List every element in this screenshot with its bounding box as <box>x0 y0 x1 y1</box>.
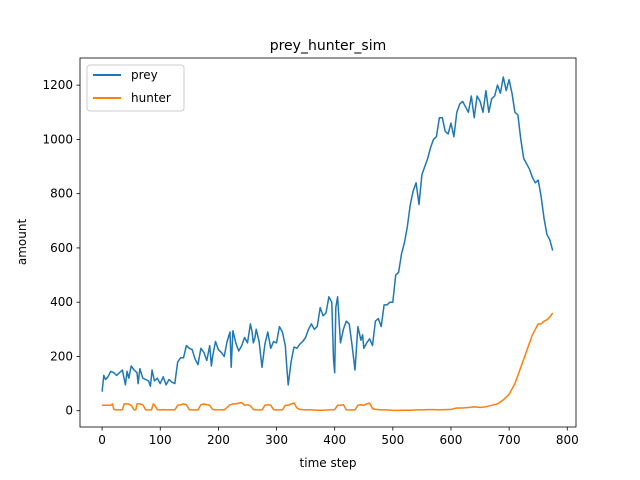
x-tick-label: 800 <box>556 433 579 447</box>
plot-frame <box>79 57 577 428</box>
y-tick-label: 200 <box>50 349 73 363</box>
y-tick-label: 1000 <box>42 132 73 146</box>
x-axis: 0 100 200 300 400 500 600 700 800 <box>98 427 579 447</box>
legend-box <box>86 64 185 112</box>
legend-label-hunter: hunter <box>131 91 171 105</box>
chart-title: prey_hunter_sim <box>270 38 387 54</box>
legend-label-prey: prey <box>131 68 158 82</box>
x-tick-label: 400 <box>323 433 346 447</box>
y-axis: 0 200 400 600 800 1000 1200 <box>42 78 80 418</box>
x-tick-label: 200 <box>207 433 230 447</box>
y-axis-label: amount <box>15 219 29 266</box>
y-tick-label: 400 <box>50 295 73 309</box>
x-tick-label: 500 <box>381 433 404 447</box>
y-tick-label: 600 <box>50 241 73 255</box>
plot-area <box>80 58 576 427</box>
x-tick-label: 300 <box>265 433 288 447</box>
y-tick-label: 0 <box>65 404 73 418</box>
y-tick-label: 1200 <box>42 78 73 92</box>
x-tick-label: 0 <box>98 433 106 447</box>
y-tick-label: 800 <box>50 187 73 201</box>
x-tick-label: 100 <box>149 433 172 447</box>
series-layer <box>101 76 554 412</box>
x-axis-label: time step <box>300 456 357 470</box>
x-tick-label: 700 <box>498 433 521 447</box>
x-tick-label: 600 <box>440 433 463 447</box>
series-line-hunter <box>102 312 554 412</box>
legend: prey hunter <box>86 64 185 112</box>
series-line-prey <box>101 76 554 392</box>
